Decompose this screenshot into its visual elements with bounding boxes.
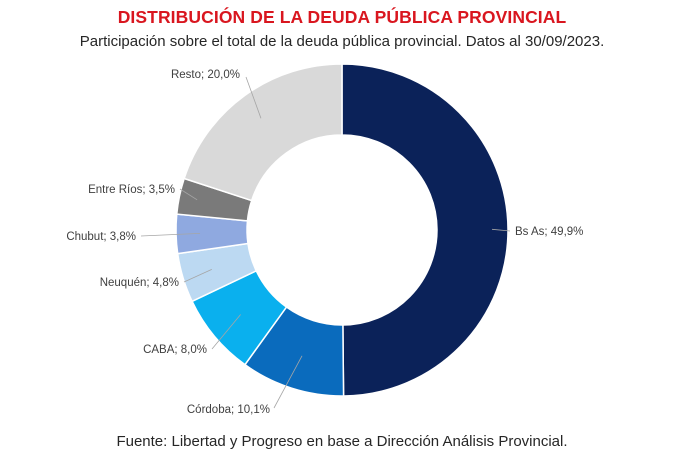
data-label-neuquen: Neuquén; 4,8% xyxy=(100,277,179,289)
leader-line-cordoba xyxy=(273,355,303,409)
data-label-cordoba: Córdoba; 10,1% xyxy=(187,404,270,416)
data-label-entre-rios: Entre Ríos; 3,5% xyxy=(88,184,175,196)
slice-resto xyxy=(183,63,343,202)
data-label-caba: CABA; 8,0% xyxy=(143,344,207,356)
leader-line-neuquen xyxy=(183,268,212,283)
leader-line-entre-rios xyxy=(179,188,198,201)
data-label-chubut: Chubut; 3,8% xyxy=(66,231,136,243)
data-label-bs-as: Bs As; 49,9% xyxy=(515,226,583,238)
leader-line-caba xyxy=(211,314,241,350)
leader-line-resto xyxy=(245,76,262,119)
leader-line-chubut xyxy=(140,232,201,237)
chart-title: DISTRIBUCIÓN DE LA DEUDA PÚBLICA PROVINC… xyxy=(117,7,567,27)
source-note: Fuente: Libertad y Progreso en base a Di… xyxy=(116,433,568,450)
leader-lines xyxy=(140,76,511,409)
data-label-resto: Resto; 20,0% xyxy=(171,69,240,81)
leader-line-bs-as xyxy=(491,228,511,232)
chart-subtitle: Participación sobre el total de la deuda… xyxy=(79,33,605,50)
data-labels: Bs As; 49,9% Córdoba; 10,1% CABA; 8,0% Neuq… xyxy=(66,69,583,416)
slice-bs-as xyxy=(341,63,509,397)
donut-slices xyxy=(175,63,509,397)
